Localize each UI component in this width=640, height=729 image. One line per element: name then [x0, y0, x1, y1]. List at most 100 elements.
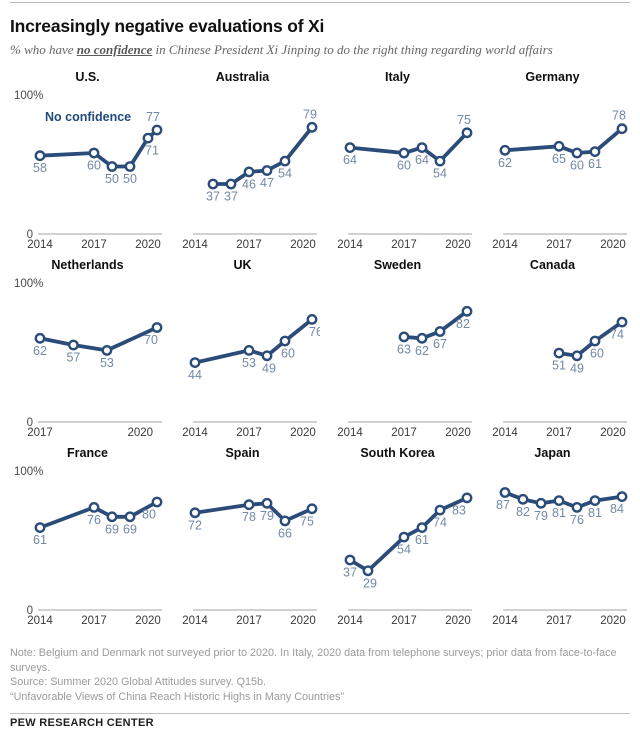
- data-point-marker: [616, 491, 628, 502]
- data-point-marker: [344, 142, 356, 153]
- x-tick-label: 2020: [290, 239, 316, 251]
- data-point-marker: [34, 150, 46, 162]
- x-tick-label: 2014: [492, 427, 518, 439]
- subtitle-emphasis: no confidence: [76, 42, 153, 57]
- facet-chart: 2014 2017 2020 64 60 64 54 75: [337, 113, 473, 251]
- value-label: 74: [610, 328, 624, 342]
- value-label: 37: [343, 566, 357, 580]
- data-point-marker: [553, 140, 565, 152]
- x-tick-label: 2017: [391, 239, 417, 251]
- data-point-marker: [461, 305, 473, 317]
- x-tick-label: 2020: [127, 427, 153, 439]
- x-tick-label: 2017: [27, 427, 53, 439]
- data-point-marker: [106, 511, 118, 523]
- facet-france: France 100% 0 2014 2017 2020 61 76 69 69 80: [10, 444, 165, 632]
- value-label: 60: [87, 159, 101, 173]
- value-label: 62: [498, 156, 512, 170]
- y-axis-top-label: 100%: [14, 90, 43, 102]
- value-label: 67: [433, 337, 447, 351]
- x-tick-label: 2014: [27, 615, 53, 627]
- value-label: 76: [570, 513, 584, 527]
- bottom-divider: [10, 713, 630, 714]
- x-tick-label: 2017: [546, 239, 572, 251]
- x-tick-label: 2017: [236, 427, 262, 439]
- x-tick-label: 2017: [391, 427, 417, 439]
- x-tick-label: 2020: [290, 615, 316, 627]
- data-point-marker: [589, 335, 601, 347]
- value-label: 29: [363, 576, 377, 590]
- facet-title: UK: [233, 258, 252, 272]
- facet-italy: Italy 2014 2017 2020 64 60 64 54 75: [320, 68, 475, 256]
- value-label: 50: [105, 172, 119, 186]
- data-point-marker: [279, 155, 291, 167]
- data-point-marker: [553, 347, 565, 359]
- footer: Note: Belgium and Denmark not surveyed p…: [10, 646, 630, 729]
- data-point-marker: [34, 522, 46, 533]
- value-label: 49: [570, 361, 584, 375]
- facet-u-s: U.S. 100% 0 2014 2017 2020 No confidence 58 60 50…: [10, 68, 165, 256]
- facet-chart: 2014 2017 2020 51 49 60 74: [492, 316, 628, 439]
- value-label: 80: [142, 508, 156, 522]
- facet-title: France: [67, 446, 108, 460]
- facet-chart: 2014 2017 2020 44 53 49 60 76: [182, 314, 320, 439]
- data-point-marker: [151, 322, 163, 333]
- facet-title: Japan: [534, 446, 571, 460]
- facet-germany: Germany 2014 2017 2020 62 65 60 61 78: [475, 68, 630, 256]
- value-label: 49: [262, 361, 276, 375]
- value-label: 76: [87, 513, 101, 527]
- data-point-marker: [88, 502, 100, 513]
- data-point-marker: [434, 326, 446, 337]
- value-label: 75: [300, 514, 314, 528]
- small-multiples-grid: U.S. 100% 0 2014 2017 2020 No confidence 58 60 50…: [10, 68, 630, 632]
- data-point-marker: [189, 507, 201, 519]
- x-tick-label: 2020: [445, 615, 471, 627]
- value-label: 87: [496, 498, 510, 512]
- trend-line: [38, 325, 159, 353]
- value-label: 61: [33, 533, 47, 547]
- data-point-marker: [461, 492, 473, 504]
- value-label: 64: [415, 153, 429, 167]
- facet-chart: 2014 2017 2020 72 78 79 66 75: [182, 497, 318, 627]
- data-point-marker: [362, 565, 374, 577]
- facet-netherlands: Netherlands 100% 0 2017 2020 62 57 53 70: [10, 256, 165, 444]
- facet-chart: 2014 2017 2020 87 82 79 81 76 81 84: [492, 487, 628, 627]
- value-label: 62: [33, 344, 47, 358]
- data-point-marker: [68, 339, 79, 351]
- data-point-marker: [207, 178, 219, 190]
- data-point-marker: [151, 496, 163, 508]
- data-point-marker: [151, 124, 163, 136]
- value-label: 65: [552, 152, 566, 166]
- data-point-marker: [279, 515, 291, 527]
- x-tick-label: 2014: [337, 427, 363, 439]
- x-tick-label: 2020: [600, 427, 626, 439]
- data-point-marker: [434, 504, 446, 516]
- value-label: 69: [123, 522, 137, 536]
- value-label: 78: [612, 109, 626, 123]
- value-label: 47: [260, 176, 274, 190]
- facet-uk: UK 2014 2017 2020 44 53 49 60 76: [165, 256, 320, 444]
- trend-line: [503, 126, 624, 155]
- data-point-marker: [124, 511, 136, 523]
- value-label: 74: [433, 516, 447, 530]
- facet-title: Sweden: [373, 258, 422, 272]
- data-point-marker: [398, 531, 410, 543]
- value-label: 82: [516, 505, 530, 519]
- data-point-marker: [261, 497, 273, 509]
- x-tick-label: 2017: [236, 239, 262, 251]
- data-point-marker: [88, 147, 100, 159]
- value-label: 78: [242, 510, 256, 524]
- x-tick-label: 2020: [135, 615, 161, 627]
- data-point-marker: [434, 155, 446, 167]
- facet-title: Australia: [215, 70, 270, 84]
- data-point-marker: [398, 147, 410, 159]
- data-point-marker: [571, 502, 583, 513]
- data-point-marker: [517, 493, 529, 505]
- data-point-marker: [261, 165, 273, 176]
- x-tick-label: 2014: [337, 239, 363, 251]
- facet-australia: Australia 2014 2017 2020 37 37 46 47 54 79: [165, 68, 320, 256]
- x-tick-label: 2017: [391, 615, 417, 627]
- x-tick-label: 2017: [81, 239, 107, 251]
- value-label: 57: [66, 351, 80, 365]
